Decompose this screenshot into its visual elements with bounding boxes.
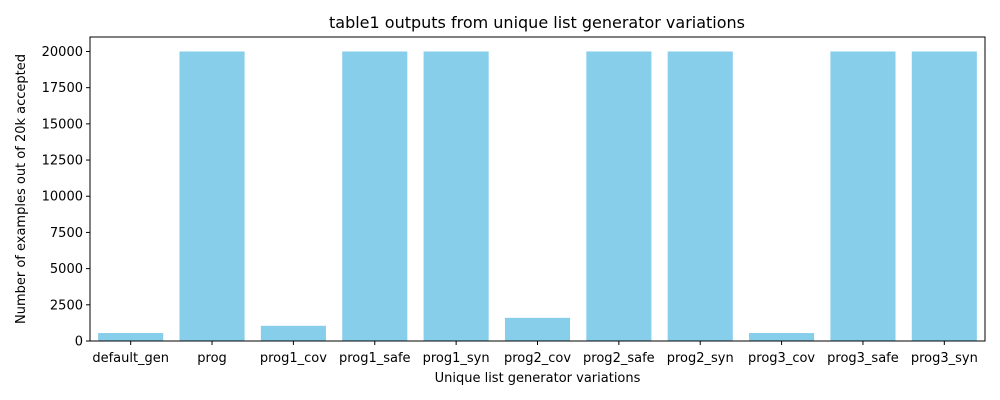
y-tick-label: 0 (75, 335, 83, 350)
bar-prog1_cov (260, 325, 326, 341)
x-axis-ticks: default_gen prog prog1_cov prog1_safe prog1_… (92, 341, 978, 366)
x-tick-label: prog1_safe (339, 351, 411, 366)
bar-prog2_cov (504, 317, 571, 341)
bar-prog2_syn (667, 51, 733, 341)
bar-prog1_safe (342, 51, 408, 341)
bar-prog3_syn (911, 51, 977, 341)
chart-title: table1 outputs from unique list generato… (329, 13, 745, 32)
x-tick-label: prog1_syn (423, 351, 490, 366)
x-tick-label: prog3_syn (911, 351, 978, 366)
x-tick-label: prog (197, 351, 227, 366)
y-axis-label: Number of examples out of 20k accepted (14, 54, 29, 324)
x-tick-label: default_gen (92, 351, 169, 366)
bar-prog2_safe (586, 51, 652, 341)
y-tick-label: 15000 (42, 117, 83, 132)
x-tick-label: prog2_cov (504, 351, 571, 366)
bar-default_gen (98, 333, 164, 341)
y-tick-label: 2500 (50, 298, 83, 313)
bars-group (98, 51, 977, 341)
bar-prog1_syn (423, 51, 489, 341)
bar-prog3_cov (749, 333, 815, 341)
x-tick-label: prog3_cov (748, 351, 815, 366)
y-tick-label: 12500 (42, 154, 83, 169)
bar-prog (179, 51, 245, 341)
x-tick-label: prog2_syn (667, 351, 734, 366)
bar-prog3_safe (830, 51, 896, 341)
x-tick-label: prog2_safe (583, 351, 655, 366)
y-tick-label: 10000 (42, 190, 83, 205)
y-tick-label: 7500 (50, 226, 83, 241)
y-axis-ticks: 0 2500 5000 7500 10000 12500 15000 17500 20000 (42, 45, 90, 350)
y-tick-label: 5000 (50, 262, 83, 277)
x-tick-label: prog1_cov (260, 351, 327, 366)
plot-frame (89, 36, 986, 342)
x-tick-label: prog3_safe (827, 351, 899, 366)
y-tick-label: 17500 (42, 81, 83, 96)
y-tick-label: 20000 (42, 45, 83, 60)
x-axis-label: Unique list generator variations (435, 371, 641, 386)
